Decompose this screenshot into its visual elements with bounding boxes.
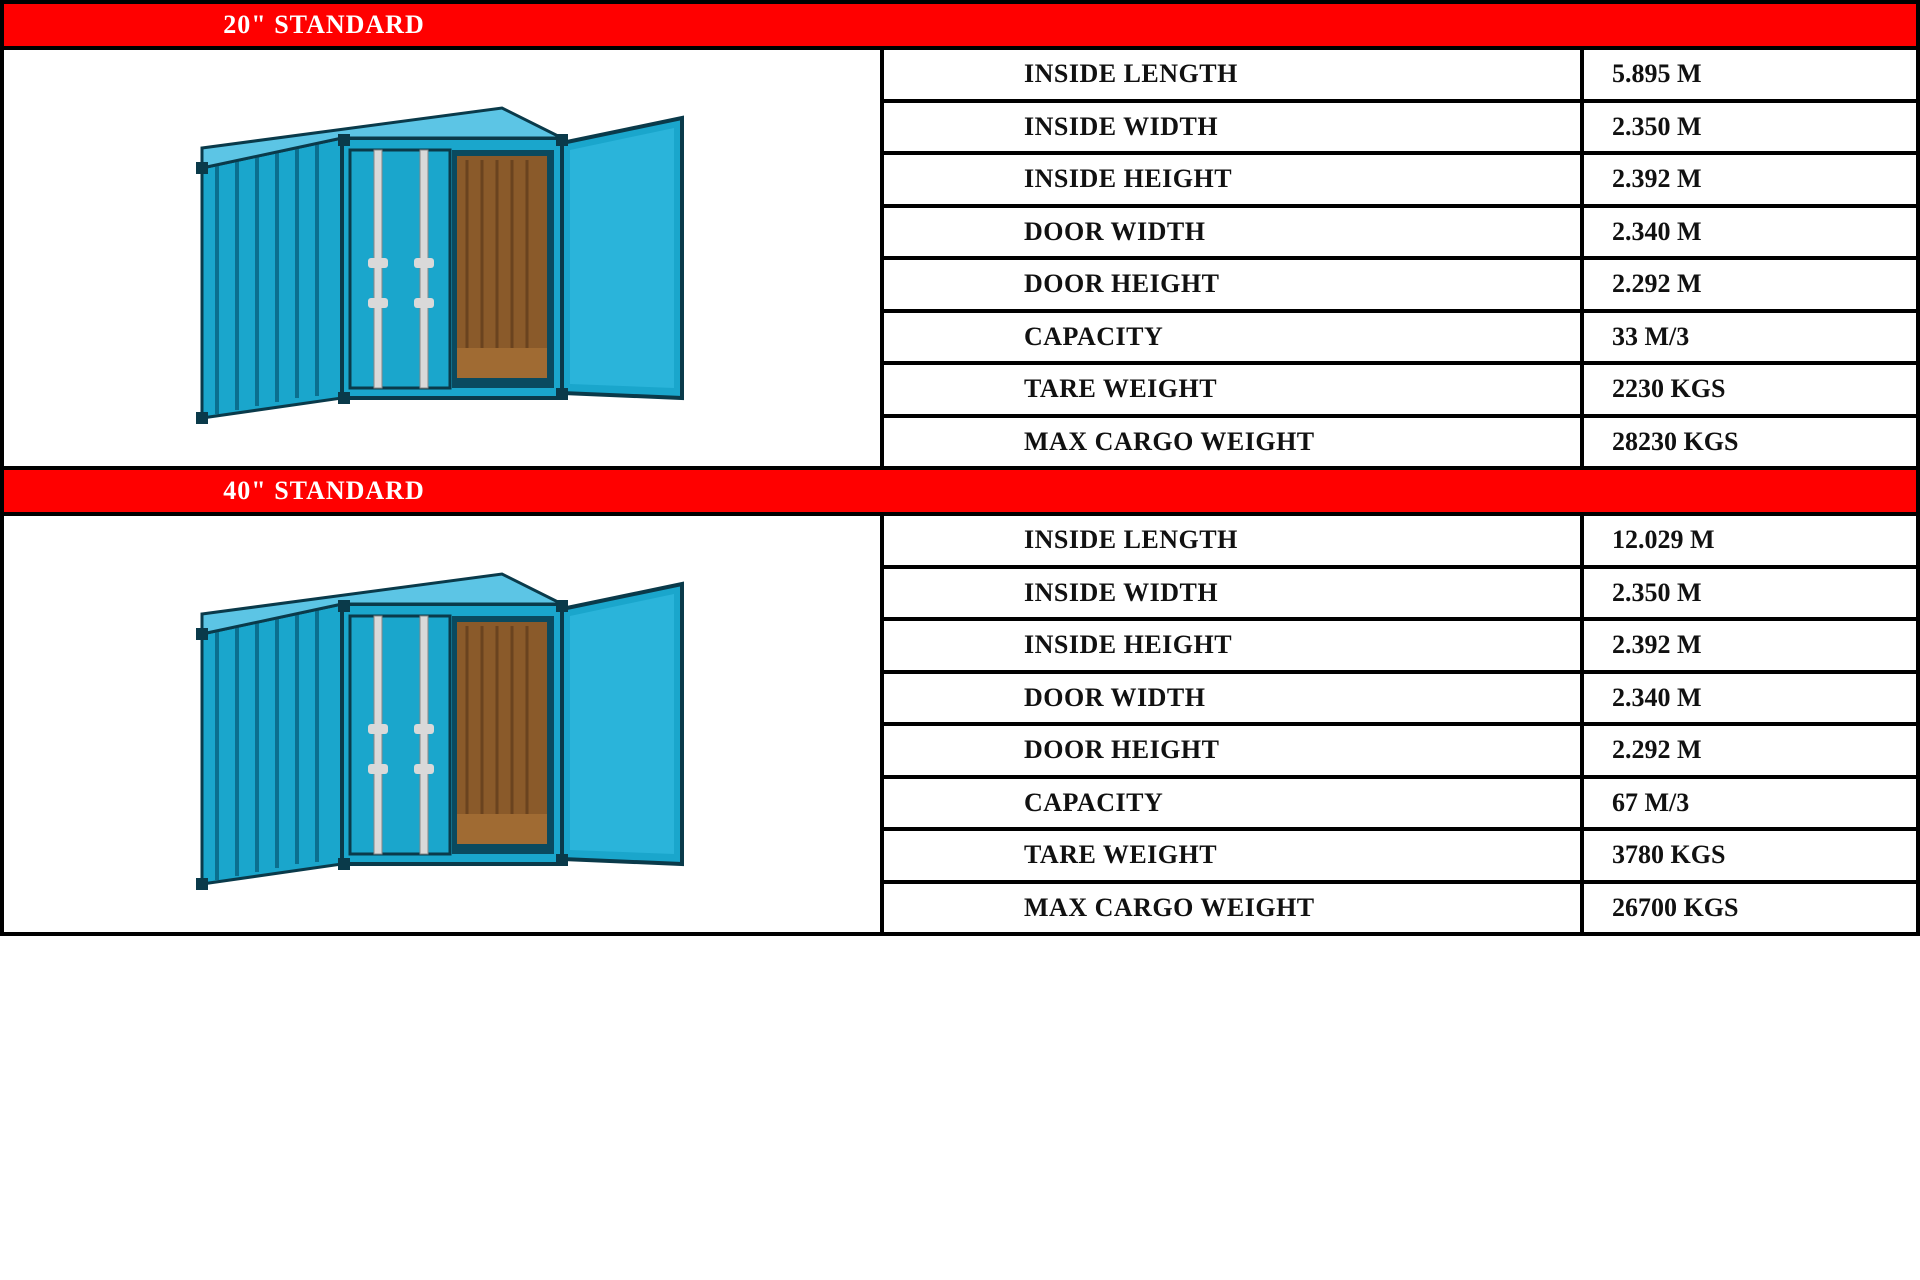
table-row: MAX CARGO WEIGHT 28230 KGS [884,418,1916,467]
spec-label: INSIDE LENGTH [884,50,1584,99]
spec-label: MAX CARGO WEIGHT [884,884,1584,933]
spec-value: 2.350 M [1584,569,1916,618]
section-title: 20" STANDARD [4,10,644,40]
section-title: 40" STANDARD [4,476,644,506]
spec-value: 33 M/3 [1584,313,1916,362]
spec-label: TARE WEIGHT [884,365,1584,414]
section-body: INSIDE LENGTH 5.895 M INSIDE WIDTH 2.350… [4,50,1916,466]
spec-value: 5.895 M [1584,50,1916,99]
table-row: INSIDE LENGTH 5.895 M [884,50,1916,103]
spec-label: INSIDE WIDTH [884,103,1584,152]
spec-value: 2.340 M [1584,208,1916,257]
spec-label: INSIDE HEIGHT [884,621,1584,670]
container-spec-infographic: 20" STANDARD [0,0,1920,936]
section-body: INSIDE LENGTH 12.029 M INSIDE WIDTH 2.35… [4,516,1916,932]
spec-label: INSIDE LENGTH [884,516,1584,565]
container-illustration-icon [122,68,762,448]
spec-label: DOOR WIDTH [884,674,1584,723]
section-40-standard: 40" STANDARD [4,466,1916,932]
spec-value: 2.350 M [1584,103,1916,152]
section-header: 40" STANDARD [4,466,1916,516]
table-row: MAX CARGO WEIGHT 26700 KGS [884,884,1916,933]
spec-value: 3780 KGS [1584,831,1916,880]
table-row: INSIDE HEIGHT 2.392 M [884,621,1916,674]
spec-value: 67 M/3 [1584,779,1916,828]
table-row: INSIDE HEIGHT 2.392 M [884,155,1916,208]
spec-label: DOOR WIDTH [884,208,1584,257]
spec-label: INSIDE WIDTH [884,569,1584,618]
spec-table: INSIDE LENGTH 12.029 M INSIDE WIDTH 2.35… [884,516,1916,932]
table-row: INSIDE WIDTH 2.350 M [884,569,1916,622]
container-image-cell [4,50,884,466]
section-header: 20" STANDARD [4,4,1916,50]
spec-label: TARE WEIGHT [884,831,1584,880]
section-20-standard: 20" STANDARD [4,4,1916,466]
spec-value: 2.392 M [1584,621,1916,670]
spec-value: 26700 KGS [1584,884,1916,933]
spec-value: 2.340 M [1584,674,1916,723]
spec-table: INSIDE LENGTH 5.895 M INSIDE WIDTH 2.350… [884,50,1916,466]
spec-label: CAPACITY [884,779,1584,828]
spec-label: DOOR HEIGHT [884,260,1584,309]
spec-label: INSIDE HEIGHT [884,155,1584,204]
spec-value: 2.292 M [1584,260,1916,309]
spec-value: 2230 KGS [1584,365,1916,414]
table-row: INSIDE LENGTH 12.029 M [884,516,1916,569]
container-image-cell [4,516,884,932]
spec-value: 2.292 M [1584,726,1916,775]
spec-label: DOOR HEIGHT [884,726,1584,775]
container-illustration-icon [122,534,762,914]
spec-value: 28230 KGS [1584,418,1916,467]
table-row: CAPACITY 33 M/3 [884,313,1916,366]
table-row: DOOR WIDTH 2.340 M [884,208,1916,261]
table-row: DOOR WIDTH 2.340 M [884,674,1916,727]
spec-label: MAX CARGO WEIGHT [884,418,1584,467]
table-row: TARE WEIGHT 3780 KGS [884,831,1916,884]
table-row: DOOR HEIGHT 2.292 M [884,726,1916,779]
table-row: DOOR HEIGHT 2.292 M [884,260,1916,313]
spec-label: CAPACITY [884,313,1584,362]
table-row: CAPACITY 67 M/3 [884,779,1916,832]
table-row: INSIDE WIDTH 2.350 M [884,103,1916,156]
spec-value: 2.392 M [1584,155,1916,204]
spec-value: 12.029 M [1584,516,1916,565]
table-row: TARE WEIGHT 2230 KGS [884,365,1916,418]
